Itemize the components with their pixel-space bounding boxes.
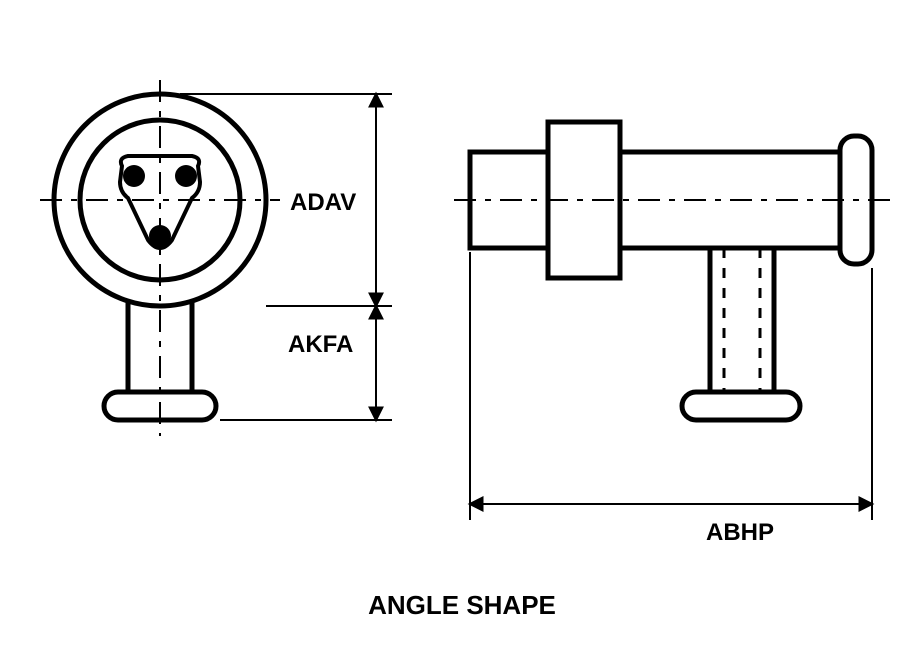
diagram-svg: ADAV AKFA ABHP [0, 0, 924, 672]
adav-label: ADAV [290, 189, 356, 216]
dim-akfa: AKFA [220, 318, 392, 420]
figure-title: ANGLE SHAPE [0, 590, 924, 621]
akfa-label: AKFA [288, 331, 353, 358]
diagram-container: ADAV AKFA ABHP ANGLE SHAPE [0, 0, 924, 672]
left-view [40, 80, 280, 436]
pin-top-right [175, 165, 197, 187]
abhp-label: ABHP [706, 519, 774, 546]
right-view [454, 122, 892, 420]
dim-abhp: ABHP [470, 252, 872, 546]
pin-top-left [123, 165, 145, 187]
right-bottom-collar [682, 392, 800, 420]
